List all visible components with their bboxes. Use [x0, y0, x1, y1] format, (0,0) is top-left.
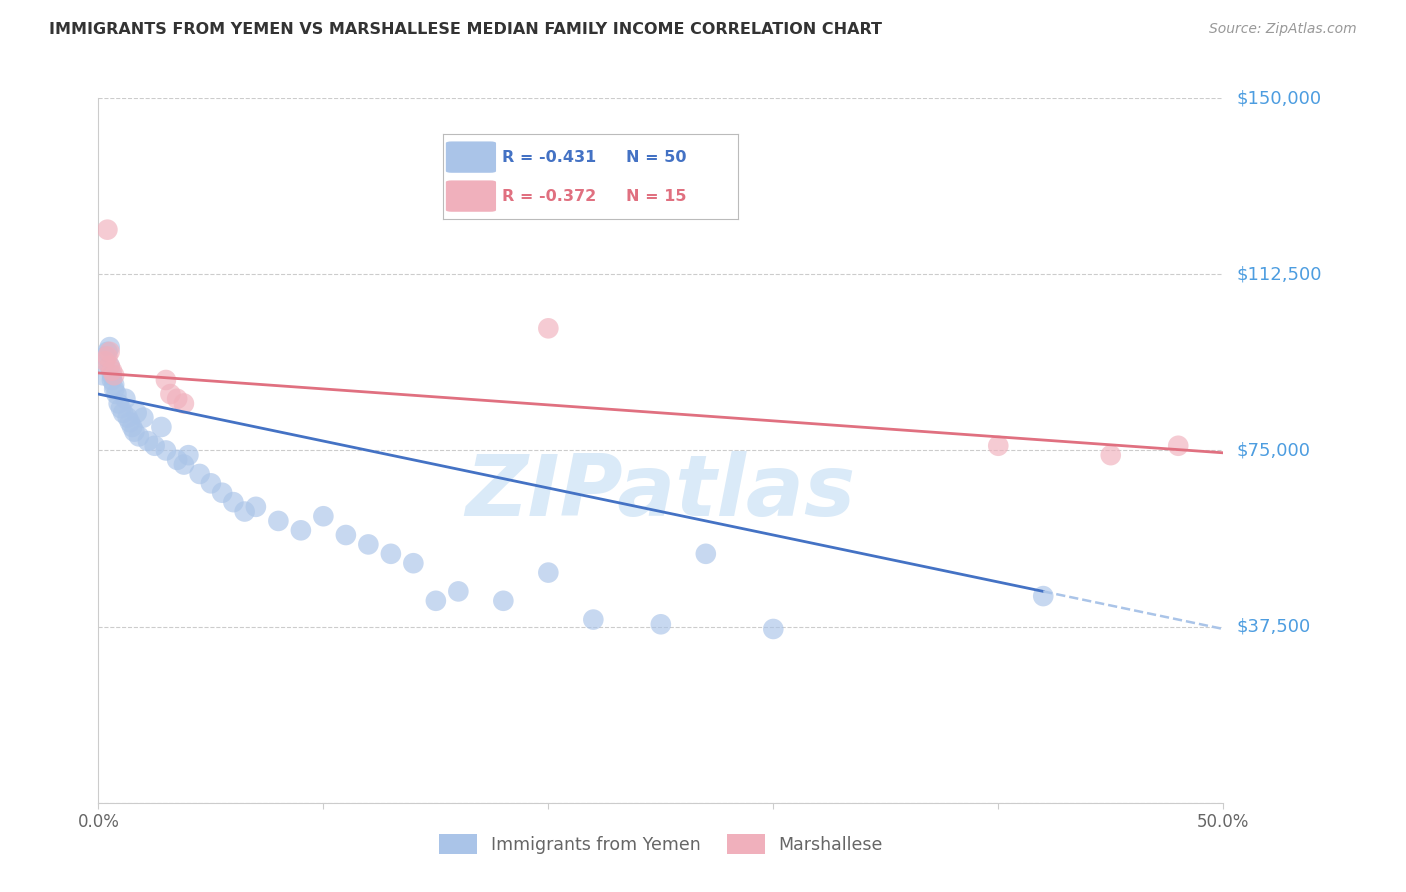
- Point: [94, 350, 117, 364]
- Point: [103, 383, 125, 397]
- Point: [98, 359, 121, 373]
- Legend: Immigrants from Yemen, Marshallese: Immigrants from Yemen, Marshallese: [432, 827, 890, 861]
- Text: ZIPatlas: ZIPatlas: [465, 451, 856, 534]
- Point: [121, 420, 143, 434]
- Point: [125, 406, 148, 420]
- Point: [118, 415, 141, 429]
- Point: [173, 458, 195, 472]
- Point: [357, 537, 380, 551]
- Point: [103, 377, 125, 392]
- Point: [112, 406, 135, 420]
- Point: [96, 344, 118, 359]
- Point: [124, 425, 146, 439]
- Point: [335, 528, 357, 542]
- Point: [695, 547, 717, 561]
- FancyBboxPatch shape: [446, 180, 496, 211]
- Point: [211, 485, 233, 500]
- Point: [110, 401, 132, 416]
- Point: [267, 514, 290, 528]
- Point: [1099, 448, 1122, 462]
- Point: [582, 613, 605, 627]
- Text: $75,000: $75,000: [1237, 442, 1310, 459]
- Text: R = -0.372: R = -0.372: [502, 188, 596, 203]
- Point: [200, 476, 222, 491]
- Point: [173, 396, 195, 410]
- Point: [177, 448, 200, 462]
- Point: [312, 509, 335, 524]
- Point: [117, 410, 139, 425]
- FancyBboxPatch shape: [446, 142, 496, 173]
- Point: [380, 547, 402, 561]
- Point: [447, 584, 470, 599]
- Point: [96, 222, 118, 236]
- Point: [91, 368, 114, 383]
- Point: [762, 622, 785, 636]
- Point: [94, 354, 117, 368]
- Point: [1167, 439, 1189, 453]
- Point: [98, 340, 121, 354]
- Point: [233, 504, 256, 518]
- Text: $112,500: $112,500: [1237, 265, 1322, 284]
- Point: [402, 556, 425, 570]
- Point: [425, 594, 447, 608]
- Point: [143, 439, 166, 453]
- Point: [650, 617, 672, 632]
- Point: [537, 566, 560, 580]
- Point: [166, 453, 188, 467]
- Point: [101, 363, 124, 377]
- Text: R = -0.431: R = -0.431: [502, 150, 596, 165]
- Point: [101, 373, 124, 387]
- Point: [96, 350, 118, 364]
- Point: [1032, 589, 1054, 603]
- Point: [98, 344, 121, 359]
- Point: [159, 387, 181, 401]
- Point: [537, 321, 560, 335]
- Point: [166, 392, 188, 406]
- Point: [105, 387, 128, 401]
- Point: [222, 495, 245, 509]
- Text: N = 50: N = 50: [626, 150, 686, 165]
- Point: [107, 396, 129, 410]
- Point: [114, 392, 136, 406]
- Point: [132, 410, 155, 425]
- Point: [103, 368, 125, 383]
- Text: N = 15: N = 15: [626, 188, 686, 203]
- Point: [136, 434, 159, 448]
- Point: [245, 500, 267, 514]
- Text: IMMIGRANTS FROM YEMEN VS MARSHALLESE MEDIAN FAMILY INCOME CORRELATION CHART: IMMIGRANTS FROM YEMEN VS MARSHALLESE MED…: [49, 22, 882, 37]
- Text: $150,000: $150,000: [1237, 89, 1322, 107]
- Point: [150, 420, 173, 434]
- Point: [987, 439, 1010, 453]
- Point: [492, 594, 515, 608]
- Point: [290, 524, 312, 538]
- Point: [155, 373, 177, 387]
- Point: [128, 429, 150, 443]
- Point: [101, 368, 124, 383]
- Point: [188, 467, 211, 481]
- Point: [155, 443, 177, 458]
- Point: [98, 359, 121, 373]
- Text: $37,500: $37,500: [1237, 617, 1310, 636]
- Text: Source: ZipAtlas.com: Source: ZipAtlas.com: [1209, 22, 1357, 37]
